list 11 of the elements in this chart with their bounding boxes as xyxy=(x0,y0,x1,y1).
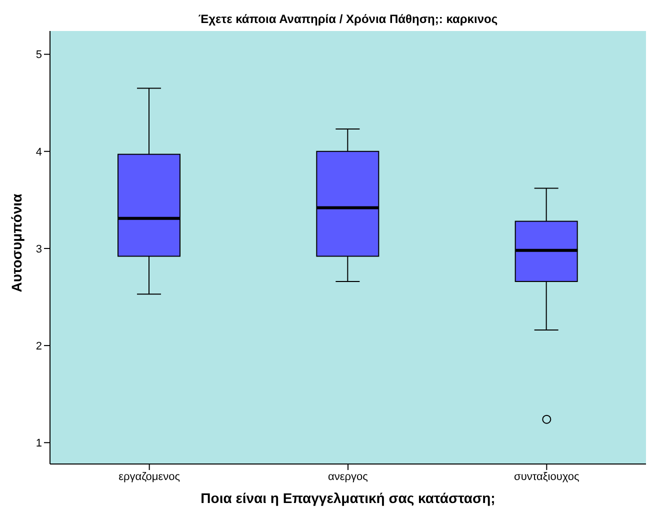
y-tick-label: 4 xyxy=(36,146,42,158)
y-tick-label: 3 xyxy=(36,243,42,256)
x-axis-title: Ποια είναι η Επαγγελματική σας κατάσταση; xyxy=(200,490,496,506)
chart-title: Έχετε κάποια Αναπηρία / Χρόνια Πάθηση;: καρκινος xyxy=(197,12,499,26)
y-axis-title: Αυτοσυμπόνια xyxy=(8,194,24,292)
x-tick-label: ανεργος xyxy=(328,470,368,483)
y-tick-label: 2 xyxy=(36,340,42,352)
y-tick-label: 5 xyxy=(36,49,42,62)
x-tick-label: συνταξιουχος xyxy=(514,470,580,483)
x-tick-label: εργαζομενος xyxy=(118,470,180,483)
y-tick-label: 1 xyxy=(36,438,42,450)
